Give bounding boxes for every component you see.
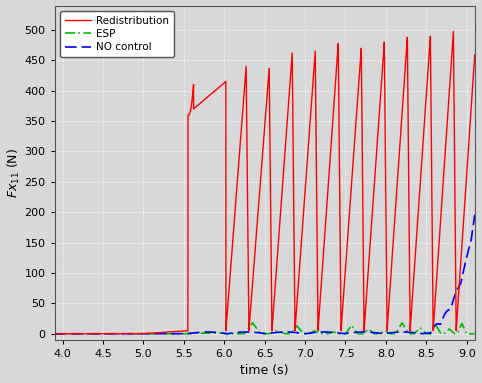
X-axis label: time (s): time (s) bbox=[241, 365, 289, 377]
NO control bbox=[251, 330, 256, 334]
Redistribution bbox=[444, 116, 450, 120]
ESP bbox=[472, 331, 478, 336]
Line: Redistribution: Redistribution bbox=[54, 31, 475, 334]
Redistribution bbox=[472, 52, 478, 57]
NO control bbox=[472, 213, 478, 217]
ESP bbox=[352, 329, 358, 333]
NO control bbox=[52, 331, 57, 336]
NO control bbox=[444, 308, 450, 313]
ESP bbox=[321, 331, 327, 336]
Line: NO control: NO control bbox=[54, 215, 475, 334]
Redistribution bbox=[156, 330, 162, 335]
ESP bbox=[306, 331, 311, 336]
ESP bbox=[250, 321, 255, 325]
NO control bbox=[306, 331, 311, 336]
Redistribution bbox=[251, 272, 256, 276]
NO control bbox=[321, 330, 327, 334]
Y-axis label: $Fx_{11}$ (N): $Fx_{11}$ (N) bbox=[6, 148, 22, 198]
ESP bbox=[445, 328, 451, 333]
Legend: Redistribution, ESP, NO control: Redistribution, ESP, NO control bbox=[60, 11, 174, 57]
ESP bbox=[251, 322, 256, 326]
NO control bbox=[156, 331, 162, 336]
Line: ESP: ESP bbox=[54, 323, 475, 334]
Redistribution bbox=[352, 128, 358, 132]
Redistribution bbox=[321, 239, 327, 244]
Redistribution bbox=[306, 139, 311, 144]
ESP bbox=[156, 331, 162, 336]
Redistribution bbox=[451, 29, 456, 34]
ESP bbox=[52, 331, 57, 336]
Redistribution bbox=[52, 331, 57, 336]
NO control bbox=[352, 330, 358, 335]
